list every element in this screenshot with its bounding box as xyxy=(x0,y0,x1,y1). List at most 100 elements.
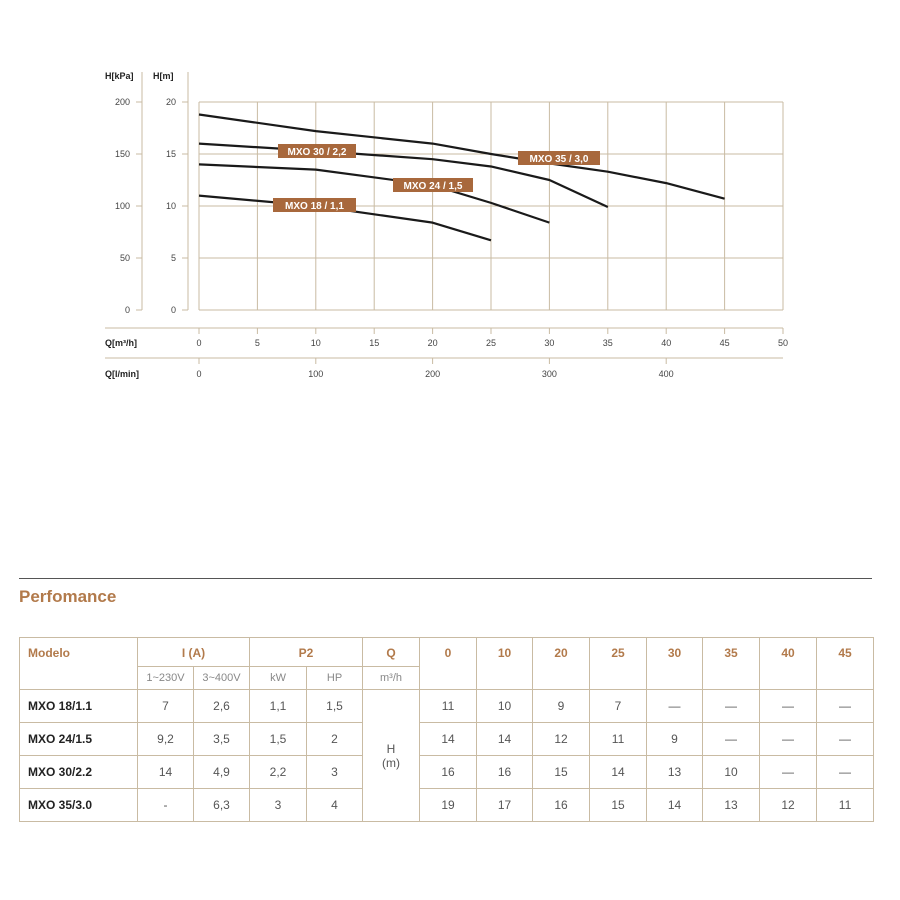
cell-head-value: 16 xyxy=(532,788,591,822)
cell-head-value: — xyxy=(759,689,818,723)
y-m-tick-label: 10 xyxy=(166,201,176,211)
cell-head-value: 9 xyxy=(532,689,591,723)
cell-current-230v: 7 xyxy=(137,689,194,723)
y-kpa-tick-label: 50 xyxy=(120,253,130,263)
x2-tick-label: 200 xyxy=(425,369,440,379)
cell-head-value: 9 xyxy=(646,722,704,756)
x-tick-label: 15 xyxy=(369,338,379,348)
head-unit: (m) xyxy=(382,755,401,770)
x2-tick-label: 300 xyxy=(542,369,557,379)
cell-head-value: 14 xyxy=(646,788,704,822)
cell-head-value: 7 xyxy=(589,689,648,723)
x-tick-label: 20 xyxy=(428,338,438,348)
header-flow-value: 25 xyxy=(589,637,648,690)
cell-head-value: 10 xyxy=(702,755,761,789)
cell-head-value: 16 xyxy=(419,755,478,789)
cell-head-value: 13 xyxy=(702,788,761,822)
cell-head-value: — xyxy=(816,722,875,756)
cell-head-value: 14 xyxy=(476,722,534,756)
y-kpa-tick-label: 150 xyxy=(115,149,130,159)
header-flow-value: 10 xyxy=(476,637,534,690)
x-tick-label: 30 xyxy=(544,338,554,348)
cell-model: MXO 35/3.0 xyxy=(19,788,138,822)
header-flow-value: 0 xyxy=(419,637,478,690)
cell-power-kw: 1,1 xyxy=(249,689,308,723)
cell-model: MXO 18/1.1 xyxy=(19,689,138,723)
cell-current-230v: 14 xyxy=(137,755,194,789)
cell-head-value: — xyxy=(646,689,704,723)
series-label: MXO 18 / 1,1 xyxy=(285,201,344,212)
x-tick-label: 10 xyxy=(311,338,321,348)
x2-tick-label: 100 xyxy=(308,369,323,379)
series-label: MXO 24 / 1,5 xyxy=(404,181,463,192)
x2-tick-label: 400 xyxy=(659,369,674,379)
pump-curve-chart: 0 5 10 15 20 25 30 35 40 45 5005101520050100150200… xyxy=(105,71,788,379)
cell-head-value: 13 xyxy=(646,755,704,789)
cell-head-value: — xyxy=(816,755,875,789)
y-kpa-tick-label: 200 xyxy=(115,97,130,107)
subheader-hp: HP xyxy=(306,666,364,690)
head-label: H xyxy=(386,741,396,756)
cell-head-value: — xyxy=(702,722,761,756)
x-tick-label: 40 xyxy=(661,338,671,348)
header-flow-value: 30 xyxy=(646,637,704,690)
cell-head-value: 16 xyxy=(476,755,534,789)
header-model: Modelo xyxy=(19,637,138,690)
cell-head-unit: H (m) xyxy=(362,689,421,822)
header-flow: Q xyxy=(362,637,421,667)
cell-head-value: 11 xyxy=(816,788,875,822)
y-m-tick-label: 15 xyxy=(166,149,176,159)
x-tick-label: 50 xyxy=(778,338,788,348)
y-m-tick-label: 0 xyxy=(171,305,176,315)
performance-table: Modelo I (A) P2 Q 0 10 20 25 30 35 40 45… xyxy=(19,637,875,822)
cell-current-400v: 6,3 xyxy=(192,788,251,822)
cell-power-kw: 1,5 xyxy=(249,722,308,756)
x2-tick-label: 0 xyxy=(196,369,201,379)
cell-head-value: 19 xyxy=(419,788,478,822)
series-label-bg xyxy=(273,198,356,212)
cell-current-400v: 2,6 xyxy=(192,689,251,723)
table-row: MXO 24/1.5 9,2 3,5 1,5 2 14 14 12 11 9— — — xyxy=(19,722,875,756)
cell-head-value: 15 xyxy=(589,788,648,822)
cell-power-hp: 2 xyxy=(306,722,364,756)
series-label-bg xyxy=(518,151,600,165)
cell-head-value: 14 xyxy=(419,722,478,756)
subheader-230v: 1~230V xyxy=(137,666,194,690)
cell-power-kw: 2,2 xyxy=(249,755,308,789)
x-tick-label: 5 xyxy=(255,338,260,348)
cell-head-value: — xyxy=(759,722,818,756)
x2-axis-label: Q[l/min] xyxy=(105,369,139,379)
y-kpa-tick-label: 100 xyxy=(115,201,130,211)
cell-model: MXO 24/1.5 xyxy=(19,722,138,756)
x-tick-label: 35 xyxy=(603,338,613,348)
cell-head-value: 11 xyxy=(419,689,478,723)
cell-power-kw: 3 xyxy=(249,788,308,822)
series-label: MXO 35 / 3,0 xyxy=(530,154,589,165)
x-axis-label: Q[m³/h] xyxy=(105,338,137,348)
subheader-400v: 3~400V xyxy=(192,666,251,690)
cell-model: MXO 30/2.2 xyxy=(19,755,138,789)
cell-head-value: 12 xyxy=(759,788,818,822)
cell-current-230v: 9,2 xyxy=(137,722,194,756)
table-row: MXO 18/1.1 7 2,6 1,1 1,5 H (m) 11 10 9 7— — — — xyxy=(19,689,875,822)
series-label-bg xyxy=(278,144,356,158)
cell-head-value: — xyxy=(702,689,761,723)
header-current: I (A) xyxy=(136,637,251,667)
cell-head-value: — xyxy=(759,755,818,789)
cell-head-value: — xyxy=(816,689,875,723)
section-divider xyxy=(19,578,872,579)
cell-head-value: 10 xyxy=(476,689,534,723)
cell-current-400v: 4,9 xyxy=(192,755,251,789)
table-row: MXO 30/2.2 14 4,9 2,2 3 16 16 15 14 13 10— — xyxy=(19,755,875,789)
cell-current-400v: 3,5 xyxy=(192,722,251,756)
x-tick-label: 45 xyxy=(720,338,730,348)
header-flow-value: 40 xyxy=(759,637,818,690)
header-flow-value: 20 xyxy=(532,637,591,690)
header-power: P2 xyxy=(249,637,364,667)
subheader-unit: m³/h xyxy=(362,666,421,690)
series-label: MXO 30 / 2,2 xyxy=(288,147,347,158)
header-row: Modelo I (A) P2 Q 0 10 20 25 30 35 40 45 xyxy=(19,637,875,690)
cell-current-230v: - xyxy=(137,788,194,822)
y-kpa-axis-label: H[kPa] xyxy=(105,71,134,81)
section-title: Perfomance xyxy=(19,587,117,606)
